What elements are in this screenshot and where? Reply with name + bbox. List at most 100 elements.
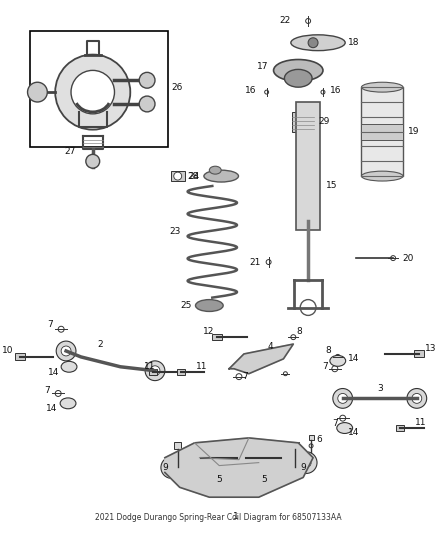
Circle shape — [266, 260, 271, 264]
Bar — [15, 353, 25, 360]
Bar — [177, 369, 185, 375]
Text: 1: 1 — [233, 512, 239, 521]
Circle shape — [338, 393, 348, 403]
Bar — [174, 442, 181, 449]
Text: 21: 21 — [249, 257, 261, 266]
Bar — [361, 87, 403, 176]
Circle shape — [283, 372, 287, 376]
Ellipse shape — [209, 166, 221, 174]
Ellipse shape — [361, 171, 403, 181]
Text: 12: 12 — [203, 327, 214, 336]
Bar — [212, 334, 222, 340]
Text: 15: 15 — [326, 181, 337, 190]
Text: 16: 16 — [330, 86, 341, 95]
Text: 5: 5 — [216, 475, 222, 484]
Bar — [361, 124, 403, 140]
Text: 4: 4 — [268, 342, 274, 351]
Bar — [242, 455, 250, 461]
Bar — [149, 369, 157, 375]
Bar — [29, 31, 168, 148]
Ellipse shape — [204, 170, 238, 182]
Ellipse shape — [337, 423, 353, 433]
Circle shape — [58, 326, 64, 332]
Bar — [171, 171, 185, 181]
Bar — [278, 455, 286, 461]
Bar — [292, 112, 314, 132]
Text: 8: 8 — [325, 346, 331, 356]
Text: 7: 7 — [45, 386, 50, 395]
Circle shape — [265, 90, 268, 94]
Text: 20: 20 — [402, 254, 413, 263]
Circle shape — [332, 366, 338, 372]
Circle shape — [28, 82, 47, 102]
Text: 3: 3 — [378, 384, 383, 393]
Circle shape — [391, 256, 396, 261]
Circle shape — [145, 361, 165, 381]
Text: 14: 14 — [348, 429, 359, 438]
Text: 11: 11 — [415, 418, 426, 426]
Bar — [292, 442, 299, 449]
Ellipse shape — [291, 35, 345, 51]
Circle shape — [71, 70, 114, 114]
Circle shape — [56, 341, 76, 361]
Ellipse shape — [274, 60, 323, 81]
Ellipse shape — [361, 82, 403, 92]
Bar — [414, 351, 424, 358]
Text: 27: 27 — [64, 147, 76, 156]
Text: 28: 28 — [187, 172, 199, 181]
Circle shape — [139, 72, 155, 88]
Circle shape — [300, 300, 316, 316]
Text: 23: 23 — [170, 228, 181, 237]
Circle shape — [86, 155, 100, 168]
Text: 26: 26 — [172, 83, 183, 92]
Bar — [296, 102, 320, 230]
Text: 6: 6 — [316, 435, 322, 445]
Circle shape — [306, 19, 311, 23]
Bar — [309, 435, 314, 440]
Circle shape — [336, 354, 340, 359]
Text: 19: 19 — [408, 127, 420, 136]
Bar — [233, 455, 241, 461]
Text: 22: 22 — [279, 17, 290, 26]
Text: 7: 7 — [332, 418, 338, 427]
Circle shape — [295, 452, 317, 473]
Polygon shape — [229, 344, 293, 374]
Text: 16: 16 — [245, 86, 257, 95]
Bar — [396, 425, 404, 431]
Text: 24: 24 — [188, 172, 199, 181]
Circle shape — [61, 346, 71, 356]
Text: 9: 9 — [162, 463, 168, 472]
Circle shape — [301, 458, 311, 467]
Circle shape — [291, 335, 296, 340]
Text: 11: 11 — [144, 362, 155, 372]
Circle shape — [309, 444, 313, 448]
Text: 9: 9 — [300, 463, 306, 472]
Circle shape — [167, 463, 177, 472]
Ellipse shape — [195, 300, 223, 311]
Circle shape — [308, 38, 318, 47]
Circle shape — [333, 389, 353, 408]
Circle shape — [340, 415, 346, 421]
Text: 2: 2 — [98, 340, 103, 349]
Circle shape — [321, 90, 325, 94]
Text: 14: 14 — [48, 368, 59, 377]
Circle shape — [161, 457, 183, 479]
Polygon shape — [165, 438, 313, 497]
Text: 29: 29 — [318, 117, 329, 126]
Text: 17: 17 — [257, 62, 268, 71]
Circle shape — [174, 172, 182, 180]
Text: 14: 14 — [348, 354, 359, 364]
Text: 8: 8 — [296, 327, 302, 336]
Text: 14: 14 — [46, 404, 57, 413]
Text: 11: 11 — [195, 362, 207, 372]
Circle shape — [139, 96, 155, 112]
Ellipse shape — [284, 69, 312, 87]
Circle shape — [407, 389, 427, 408]
Text: 5: 5 — [261, 475, 267, 484]
Text: 25: 25 — [180, 301, 191, 310]
Text: 7: 7 — [242, 372, 248, 381]
Text: 13: 13 — [425, 344, 436, 353]
Ellipse shape — [60, 398, 76, 409]
Circle shape — [412, 393, 422, 403]
Text: 7: 7 — [322, 362, 328, 372]
